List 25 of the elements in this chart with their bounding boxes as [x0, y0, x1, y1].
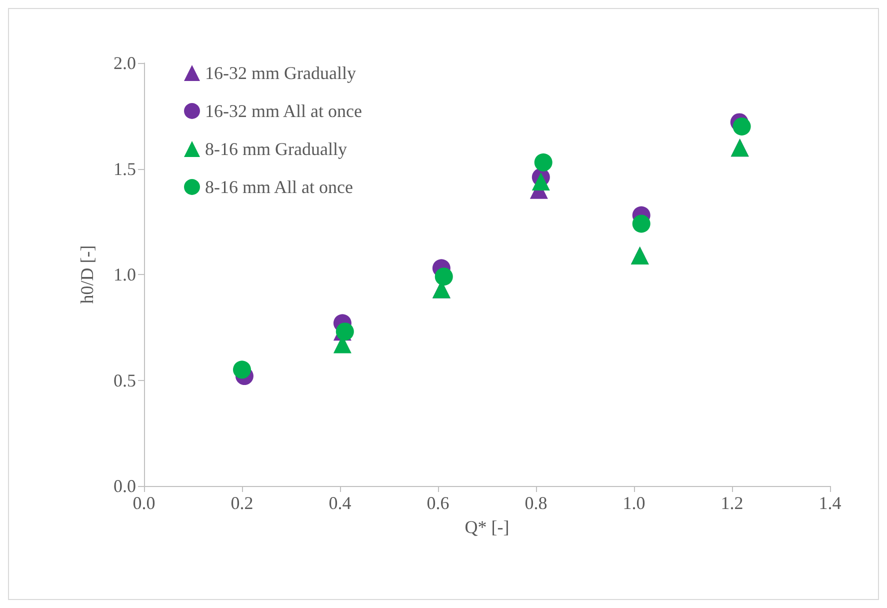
- point: [732, 117, 751, 136]
- x-tick-label: 0.6: [426, 493, 450, 513]
- y-axis-title: h0/D [-]: [77, 245, 97, 304]
- x-tick-label: 0.4: [328, 493, 352, 513]
- y-tick-label: 0.5: [114, 370, 136, 390]
- point: [233, 360, 251, 379]
- legend-label: 16-32 mm All at once: [205, 101, 362, 121]
- x-tick-label: 1.0: [622, 493, 646, 513]
- x-tick-label: 1.4: [818, 493, 842, 513]
- y-tick-label: 0.0: [114, 476, 136, 496]
- x-axis-title: Q* [-]: [464, 517, 510, 537]
- x-tick-label: 1.2: [720, 493, 744, 513]
- x-tick-label: 0.8: [524, 493, 548, 513]
- x-tick-label: 0.0: [132, 493, 156, 513]
- y-tick-label: 2.0: [114, 53, 136, 73]
- point: [532, 172, 550, 190]
- legend-label: 16-32 mm Gradually: [205, 63, 356, 83]
- x-tick-label: 0.2: [230, 493, 254, 513]
- legend-label: 8-16 mm All at once: [205, 177, 353, 197]
- legend-label: 8-16 mm Gradually: [205, 139, 347, 159]
- point: [632, 214, 650, 233]
- point: [534, 153, 552, 172]
- y-tick-label: 1.5: [114, 158, 136, 179]
- point: [434, 268, 453, 286]
- y-tick-label: 1.0: [114, 264, 136, 284]
